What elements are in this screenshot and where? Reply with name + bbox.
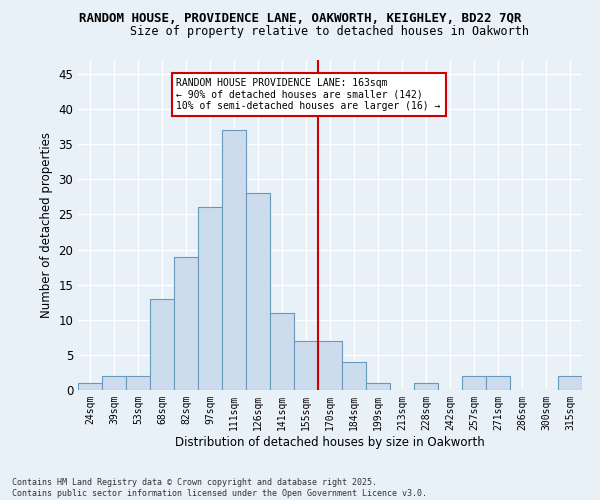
Bar [126, 376, 150, 390]
Bar [198, 208, 222, 390]
Title: Size of property relative to detached houses in Oakworth: Size of property relative to detached ho… [131, 25, 530, 38]
Bar [558, 376, 582, 390]
Bar [150, 298, 174, 390]
X-axis label: Distribution of detached houses by size in Oakworth: Distribution of detached houses by size … [175, 436, 485, 448]
Text: RANDOM HOUSE PROVIDENCE LANE: 163sqm
← 90% of detached houses are smaller (142)
: RANDOM HOUSE PROVIDENCE LANE: 163sqm ← 9… [176, 78, 441, 111]
Text: RANDOM HOUSE, PROVIDENCE LANE, OAKWORTH, KEIGHLEY, BD22 7QR: RANDOM HOUSE, PROVIDENCE LANE, OAKWORTH,… [79, 12, 521, 26]
Bar [270, 313, 294, 390]
Bar [366, 383, 390, 390]
Y-axis label: Number of detached properties: Number of detached properties [40, 132, 53, 318]
Bar [294, 341, 318, 390]
Bar [318, 341, 342, 390]
Bar [342, 362, 366, 390]
Bar [414, 383, 438, 390]
Bar [222, 130, 246, 390]
Text: Contains HM Land Registry data © Crown copyright and database right 2025.
Contai: Contains HM Land Registry data © Crown c… [12, 478, 427, 498]
Bar [174, 256, 198, 390]
Bar [102, 376, 126, 390]
Bar [486, 376, 510, 390]
Bar [246, 194, 270, 390]
Bar [78, 383, 102, 390]
Bar [462, 376, 486, 390]
